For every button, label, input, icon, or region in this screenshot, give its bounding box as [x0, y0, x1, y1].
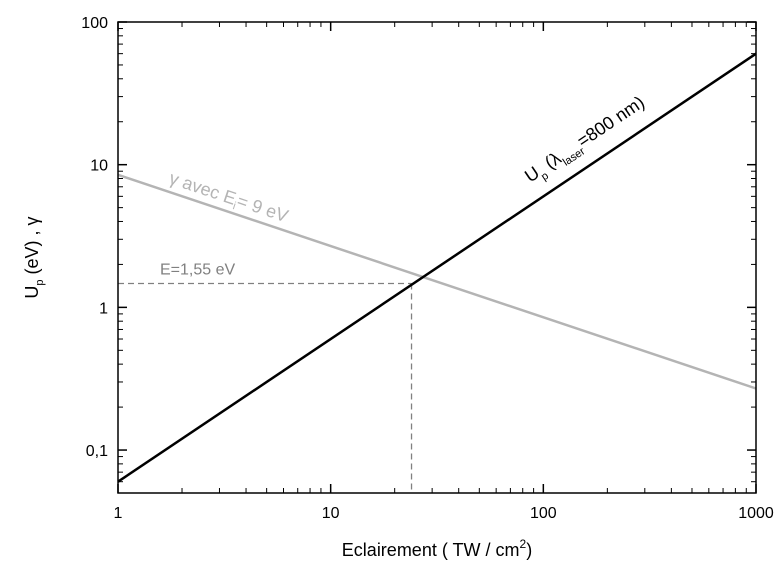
x-tick-label: 1000	[738, 505, 774, 522]
y-title-subscript: p	[34, 279, 46, 285]
plot-frame	[117, 21, 757, 494]
up-label-rest: =800 nm)	[573, 92, 648, 151]
up-label-subscript-p: p	[539, 170, 551, 183]
series-up-label: Up (λlaser=800 nm)	[521, 92, 651, 190]
x-axis-ticks: 1 10 100 1000	[114, 22, 774, 522]
gamma-label-subscript: i	[231, 200, 237, 212]
x-title-superscript: 2	[520, 537, 527, 551]
x-tick-label: 10	[322, 505, 340, 522]
x-title-main: Eclairement ( TW / cm	[342, 540, 520, 560]
y-tick-label: 1	[99, 300, 108, 317]
x-title-end: )	[526, 540, 532, 560]
y-axis-title: Up (eV) , γ	[22, 216, 46, 298]
y-tick-label: 100	[81, 15, 108, 32]
series-gamma-line	[117, 173, 757, 390]
y-axis-ticks: 0,1 1 10 100	[81, 15, 756, 494]
gamma-label-rest: = 9 eV	[235, 191, 291, 227]
y-title-rest: (eV) , γ	[22, 216, 42, 279]
y-tick-label: 0,1	[86, 443, 108, 460]
series-up-line	[117, 52, 757, 483]
x-tick-label: 1	[114, 505, 123, 522]
series-gamma-label: γ avec Ei= 9 eV	[166, 168, 291, 229]
y-tick-label: 10	[90, 158, 108, 175]
annotation-energy: E=1,55 eV	[160, 261, 236, 278]
x-tick-label: 100	[530, 505, 557, 522]
x-axis-title: Eclairement ( TW / cm2)	[342, 537, 532, 560]
plot-area	[117, 52, 757, 493]
y-title-main: U	[22, 286, 42, 299]
